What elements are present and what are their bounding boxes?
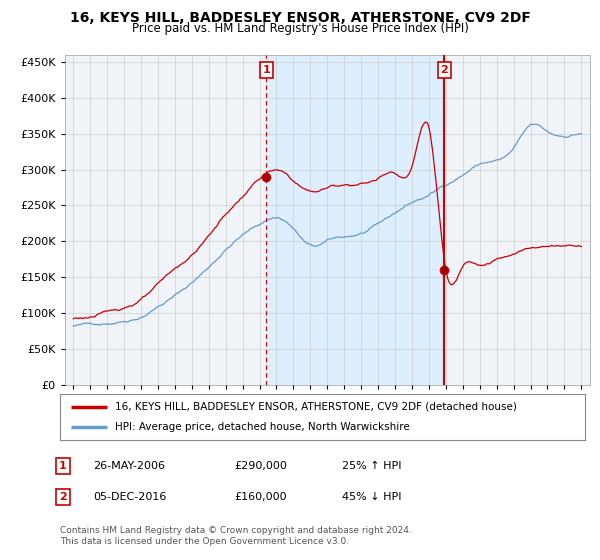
Text: 25% ↑ HPI: 25% ↑ HPI: [342, 461, 401, 471]
Text: 16, KEYS HILL, BADDESLEY ENSOR, ATHERSTONE, CV9 2DF: 16, KEYS HILL, BADDESLEY ENSOR, ATHERSTO…: [70, 11, 530, 25]
Bar: [266, 55, 445, 385]
Text: £160,000: £160,000: [234, 492, 287, 502]
Text: £290,000: £290,000: [234, 461, 287, 471]
Text: 26-MAY-2006: 26-MAY-2006: [93, 461, 165, 471]
Text: Contains HM Land Registry data © Crown copyright and database right 2024.
This d: Contains HM Land Registry data © Crown c…: [60, 526, 412, 546]
Text: Price paid vs. HM Land Registry's House Price Index (HPI): Price paid vs. HM Land Registry's House …: [131, 22, 469, 35]
Text: 2: 2: [59, 492, 67, 502]
Text: 45% ↓ HPI: 45% ↓ HPI: [342, 492, 401, 502]
Text: 05-DEC-2016: 05-DEC-2016: [93, 492, 166, 502]
Text: 16, KEYS HILL, BADDESLEY ENSOR, ATHERSTONE, CV9 2DF (detached house): 16, KEYS HILL, BADDESLEY ENSOR, ATHERSTO…: [115, 402, 517, 412]
Text: HPI: Average price, detached house, North Warwickshire: HPI: Average price, detached house, Nort…: [115, 422, 410, 432]
Text: 2: 2: [440, 65, 448, 75]
Text: 1: 1: [59, 461, 67, 471]
Text: 1: 1: [262, 65, 270, 75]
